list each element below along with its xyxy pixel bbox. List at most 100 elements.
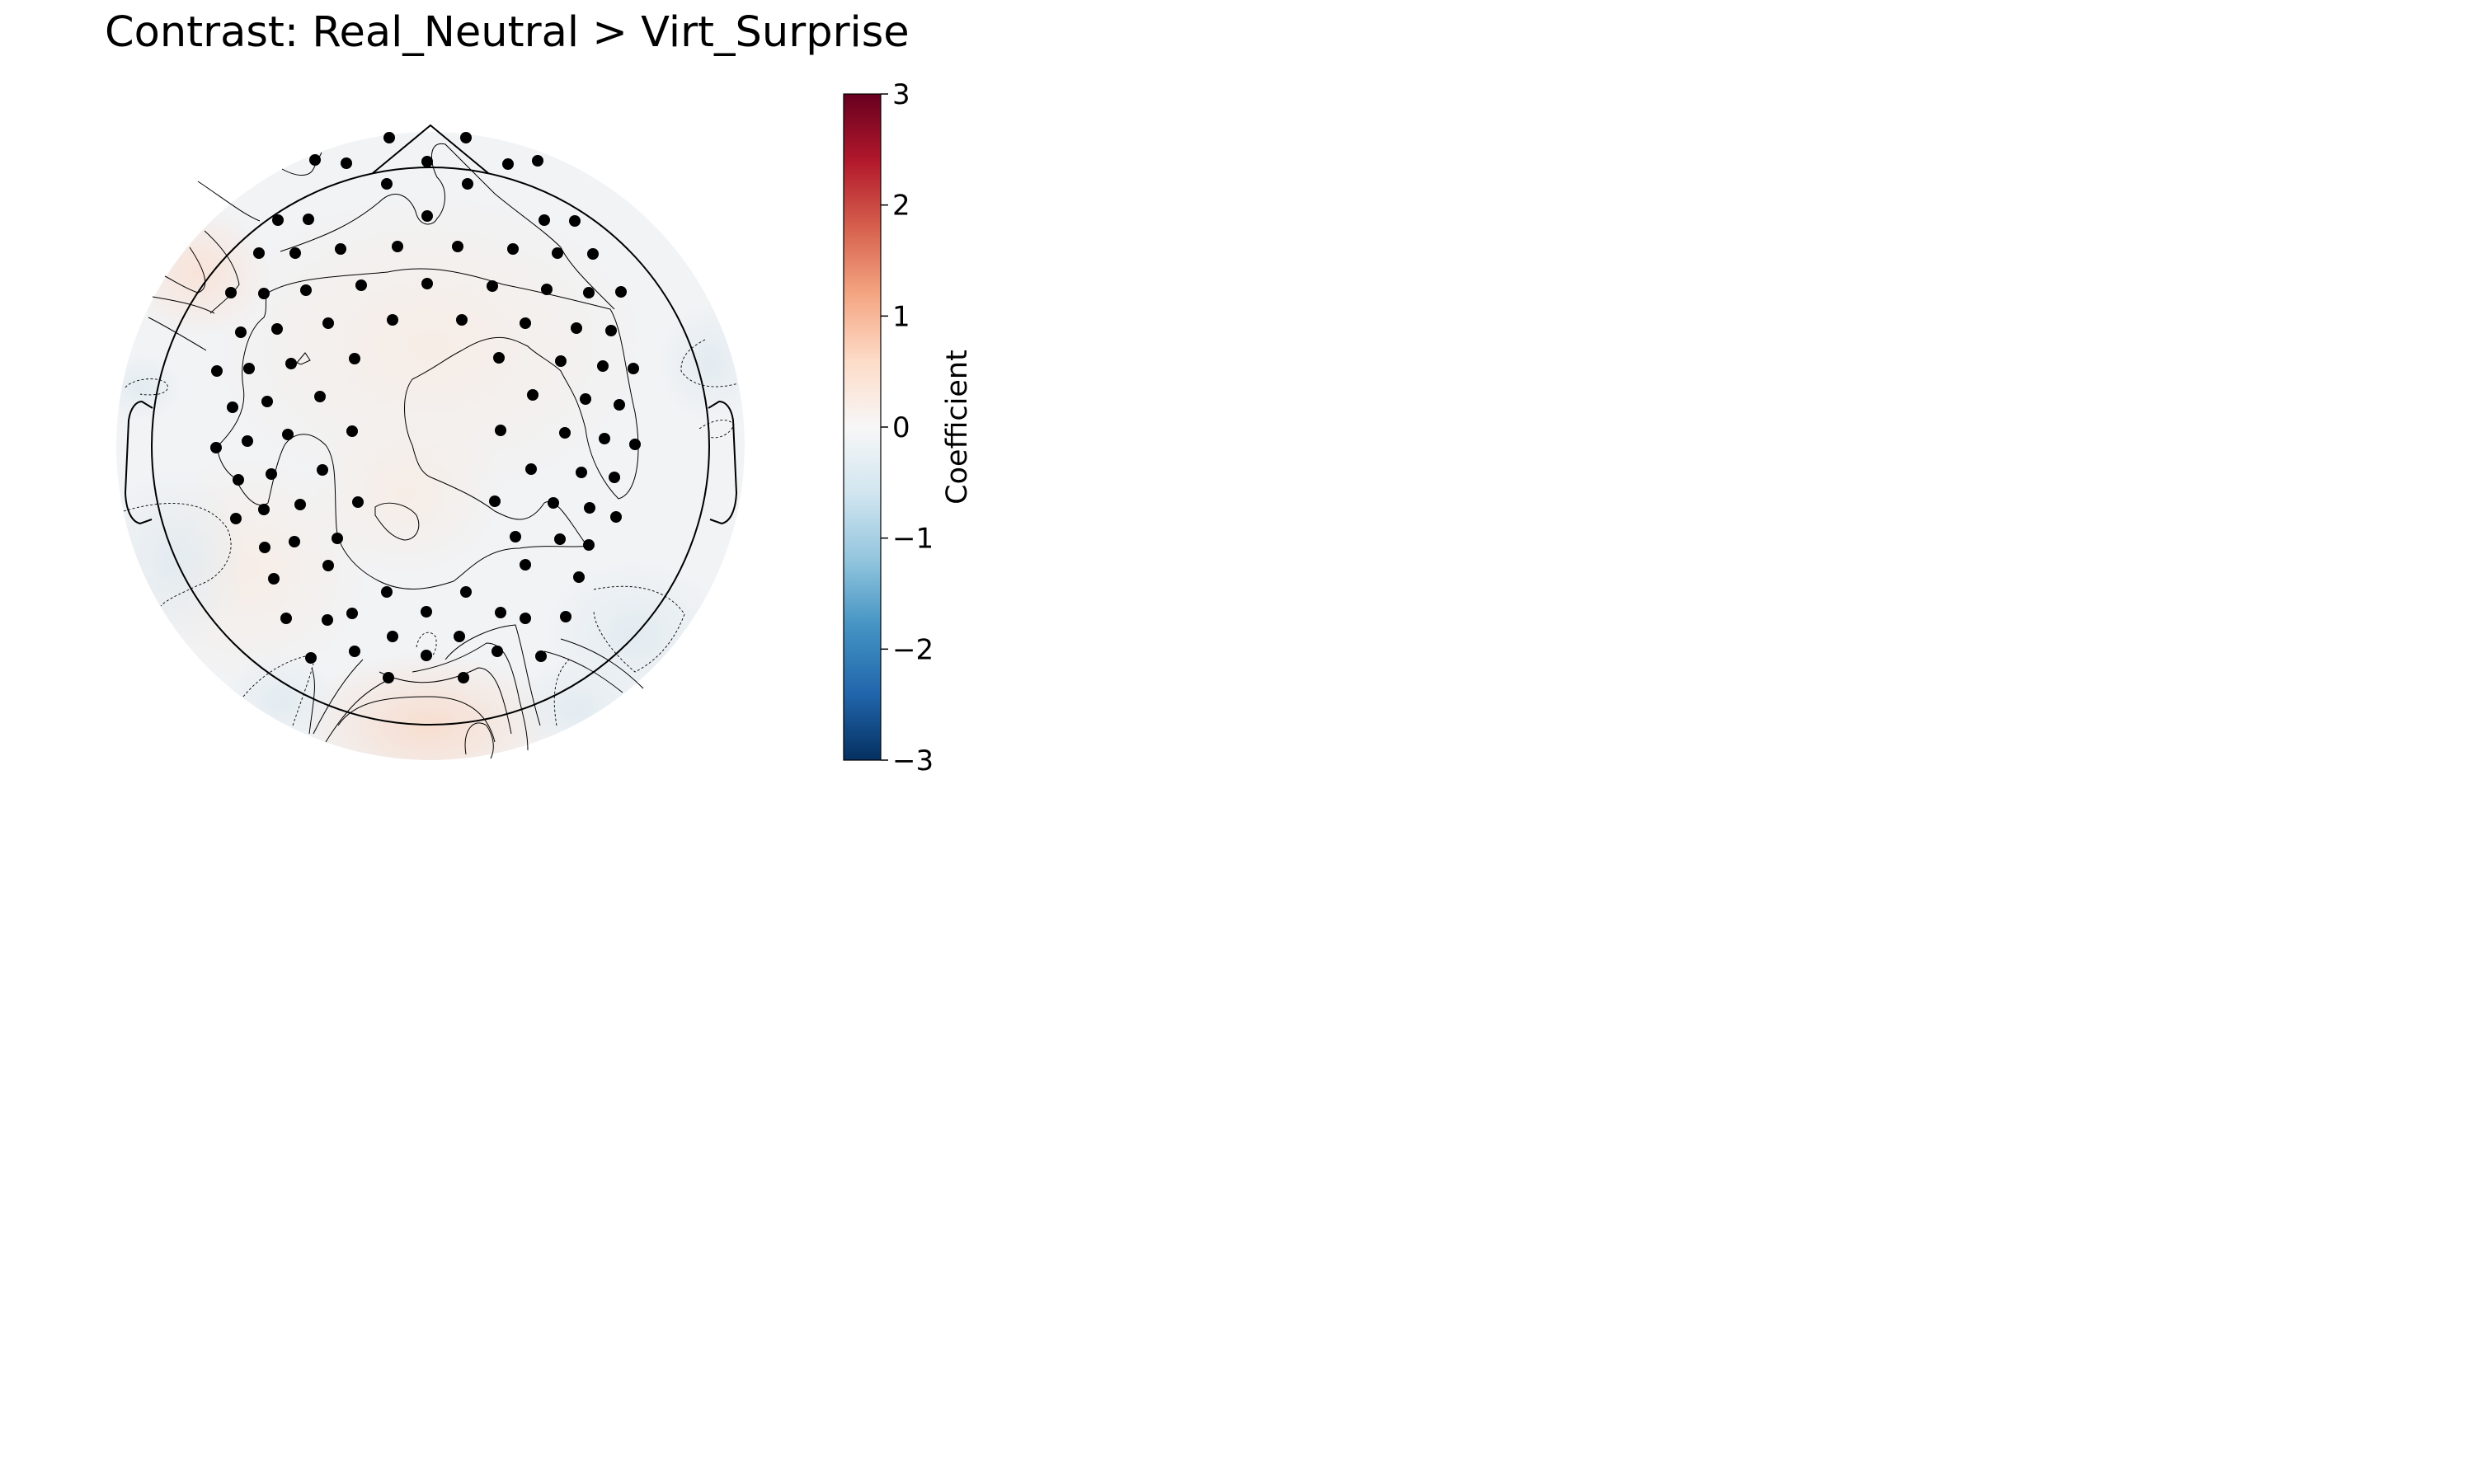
sensor-marker: [387, 314, 398, 326]
sensor-markers: [210, 132, 641, 683]
sensor-marker: [510, 531, 521, 542]
colorbar-bar: [843, 93, 882, 761]
sensor-marker: [289, 536, 300, 547]
sensor-marker: [322, 560, 334, 571]
sensor-marker: [520, 559, 531, 571]
sensor-marker: [615, 286, 627, 298]
colorbar: 3 2 1 0 −1 −2 −3 Coefficient: [843, 78, 974, 773]
colorbar-tick-label: 0: [892, 411, 910, 444]
sensor-marker: [597, 360, 609, 372]
sensor-marker: [349, 646, 360, 657]
sensor-marker: [614, 399, 625, 411]
sensor-marker: [332, 533, 343, 544]
sensor-marker: [539, 214, 550, 226]
sensor-marker: [583, 539, 595, 551]
sensor-marker: [584, 502, 595, 514]
sensor-marker: [610, 511, 622, 523]
sensor-marker: [421, 210, 433, 222]
sensor-marker: [309, 154, 321, 166]
colorbar-ticks: 3 2 1 0 −1 −2 −3: [881, 78, 934, 773]
sensor-marker: [599, 433, 610, 444]
neg-contour-left-temporal: [123, 503, 232, 607]
sensor-marker: [266, 468, 277, 480]
sensor-marker: [527, 389, 539, 401]
sensor-marker: [520, 317, 531, 329]
sensor-marker: [392, 241, 403, 252]
contour-occipital-5: [313, 659, 364, 735]
sensor-marker: [314, 391, 326, 402]
neg-contour-bottom-left: [242, 655, 310, 697]
sensor-marker: [352, 496, 364, 508]
sensor-marker: [555, 355, 567, 367]
sensor-marker: [253, 247, 265, 259]
sensor-marker: [282, 429, 294, 440]
sensor-marker: [552, 247, 563, 259]
neg-contour-right-occ: [593, 585, 685, 673]
contour-top-left: [281, 152, 322, 176]
sensor-marker: [487, 280, 498, 292]
sensor-marker: [285, 358, 297, 369]
colorbar-tick-label: −2: [892, 633, 934, 666]
sensor-marker: [541, 284, 553, 295]
contour-posterior-blob: [374, 502, 420, 541]
sensor-marker: [261, 396, 273, 407]
sensor-marker: [210, 442, 222, 453]
sensor-marker: [294, 499, 306, 510]
colorbar-tick-label: −1: [892, 523, 934, 556]
contour-occipital-4: [337, 696, 496, 743]
sensor-marker: [235, 326, 247, 338]
sensor-marker: [349, 353, 360, 364]
left-ear: [124, 400, 153, 525]
sensor-marker: [573, 571, 585, 583]
head-circle: [151, 167, 710, 726]
sensor-marker: [454, 631, 465, 642]
sensor-marker: [259, 542, 270, 553]
contour-small-loop: [296, 352, 311, 365]
sensor-marker: [502, 158, 514, 170]
sensor-marker: [317, 464, 328, 476]
sensor-marker: [346, 425, 358, 437]
sensor-marker: [421, 606, 432, 618]
sensor-marker: [495, 425, 506, 436]
sensor-marker: [387, 631, 398, 642]
sensor-marker: [341, 157, 352, 169]
sensor-marker: [305, 652, 317, 664]
sensor-marker: [355, 279, 367, 291]
sensor-marker: [629, 439, 641, 450]
contour-central: [217, 268, 639, 589]
sensor-marker: [271, 323, 283, 335]
sensor-marker: [268, 573, 280, 585]
sensor-marker: [559, 427, 571, 439]
sensor-marker: [381, 586, 393, 598]
contour-left-front-b: [204, 230, 240, 314]
contour-right-occ-b: [543, 650, 623, 693]
neg-contour-bottom-left-b: [292, 663, 314, 726]
colorbar-tick-label: 1: [892, 300, 910, 333]
sensor-marker: [571, 322, 582, 334]
sensor-marker: [230, 513, 242, 524]
sensor-marker: [587, 248, 599, 260]
contour-occipital-blob: [464, 722, 494, 759]
colorbar-tick-label: −3: [892, 744, 934, 773]
sensor-marker: [242, 435, 253, 447]
contour-right-occ: [560, 638, 644, 689]
sensor-marker: [227, 402, 238, 413]
chart-title: Contrast: Real_Neutral > Virt_Surprise: [105, 8, 910, 57]
sensor-marker: [233, 474, 244, 486]
sensor-marker: [346, 608, 358, 619]
sensor-marker: [458, 672, 469, 683]
sensor-marker: [225, 287, 237, 298]
sensor-marker: [421, 156, 433, 167]
contour-left-front-e: [152, 296, 215, 314]
sensor-marker: [300, 284, 312, 296]
sensor-marker: [520, 613, 531, 624]
colorbar-label: Coefficient: [941, 350, 974, 505]
sensor-marker: [303, 214, 314, 225]
topomap-field: [116, 132, 745, 760]
sensor-marker: [322, 317, 334, 329]
sensor-marker: [456, 314, 468, 326]
sensor-marker: [554, 533, 566, 545]
sensor-marker: [289, 247, 301, 259]
contour-lines: [148, 143, 644, 759]
sensor-marker: [460, 586, 472, 598]
